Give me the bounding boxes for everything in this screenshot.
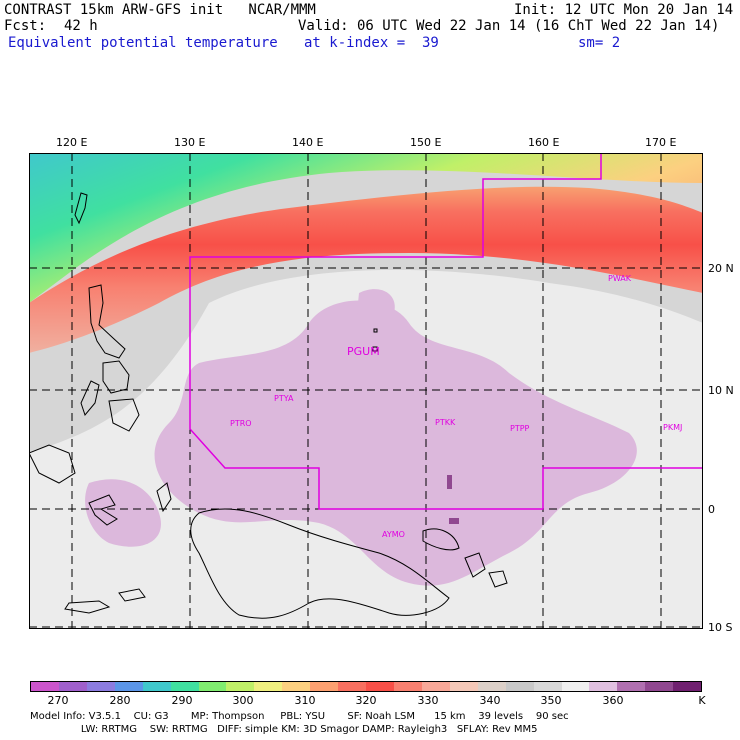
high-theta-region (85, 479, 161, 547)
colorbar-swatch (31, 682, 59, 691)
station-label: PWAK (608, 274, 632, 283)
station-label: PTKK (435, 418, 456, 427)
model-title: CONTRAST 15km ARW-GFS init NCAR/MMM (4, 2, 316, 18)
model-info-line2: LW: RRTMG SW: RRTMG DIFF: simple KM: 3D … (30, 724, 538, 735)
lon-label: 160 E (528, 136, 560, 149)
lon-label: 130 E (174, 136, 206, 149)
colorbar-tick: 310 (294, 694, 316, 707)
colorbar-swatch (505, 682, 534, 691)
init-time: Init: 12 UTC Mon 20 Jan 14 (514, 2, 734, 18)
colorbar-swatch (226, 682, 255, 691)
colorbar-swatch (86, 682, 115, 691)
station-label: PTYA (274, 394, 294, 403)
colorbar-swatch (645, 682, 674, 691)
colorbar-swatch (561, 682, 590, 691)
model-info-line1: Model Info: V3.5.1 CU: G3 MP: Thompson P… (30, 711, 569, 722)
station-label: PTPP (510, 424, 530, 433)
valid-time: Valid: 06 UTC Wed 22 Jan 14 (16 ChT Wed … (298, 18, 720, 34)
colorbar-swatch (617, 682, 646, 691)
station-label: AYMO (382, 530, 405, 539)
cool-dry-region (29, 153, 703, 303)
forecast-hour: 42 h (64, 18, 98, 34)
station-label: PKMJ (663, 423, 683, 432)
map-frame (29, 153, 703, 629)
colorbar-swatch (282, 682, 311, 691)
colorbar-unit: K (698, 694, 706, 707)
lat-label: 0 (708, 503, 715, 516)
colorbar-tick: 350 (540, 694, 562, 707)
colorbar-swatch (533, 682, 562, 691)
lon-label: 170 E (645, 136, 677, 149)
forecast-label: Fcst: (4, 18, 47, 34)
lat-label: 20 N (708, 262, 734, 275)
lat-label: 10 S (708, 621, 733, 634)
station-label: PTRO (230, 419, 252, 428)
colorbar-tick: 270 (47, 694, 69, 707)
colorbar-swatch (338, 682, 367, 691)
colorbar-swatch (421, 682, 450, 691)
colorbar-swatch (254, 682, 283, 691)
colorbar-swatch (673, 682, 702, 691)
field-name: Equivalent potential temperature (8, 35, 278, 51)
lon-label: 150 E (410, 136, 442, 149)
warm-band (29, 186, 703, 353)
color-scale-bar (30, 681, 702, 692)
lon-label: 120 E (56, 136, 88, 149)
colorbar-tick: 320 (355, 694, 377, 707)
max-theta-spot (447, 475, 452, 489)
colorbar-swatch (366, 682, 394, 691)
max-theta-spot (449, 518, 459, 524)
high-theta-region (154, 300, 637, 586)
colorbar-swatch (58, 682, 87, 691)
colorbar-tick: 280 (109, 694, 131, 707)
colorbar-swatch (142, 682, 171, 691)
theta-e-map (29, 153, 703, 629)
colorbar-swatch (449, 682, 478, 691)
high-theta-region (357, 289, 395, 325)
colorbar-swatch (170, 682, 199, 691)
colorbar-swatch (310, 682, 339, 691)
colorbar-tick: 300 (232, 694, 254, 707)
colorbar-swatch (198, 682, 227, 691)
colorbar-tick: 330 (417, 694, 439, 707)
colorbar-tick: 360 (602, 694, 624, 707)
colorbar-tick: 290 (171, 694, 193, 707)
lon-label: 140 E (292, 136, 324, 149)
colorbar-swatch (114, 682, 143, 691)
colorbar-swatch (589, 682, 618, 691)
coastlines (29, 192, 508, 619)
smoothing-value: sm= 2 (578, 35, 621, 51)
region-boundary (189, 153, 703, 510)
colorbar-tick: 340 (479, 694, 501, 707)
lat-label: 10 N (708, 384, 734, 397)
colorbar-swatch (477, 682, 506, 691)
vertical-level: at k-index = 39 (304, 35, 439, 51)
colorbar-swatch (393, 682, 422, 691)
station-label: PGUM (347, 345, 380, 358)
